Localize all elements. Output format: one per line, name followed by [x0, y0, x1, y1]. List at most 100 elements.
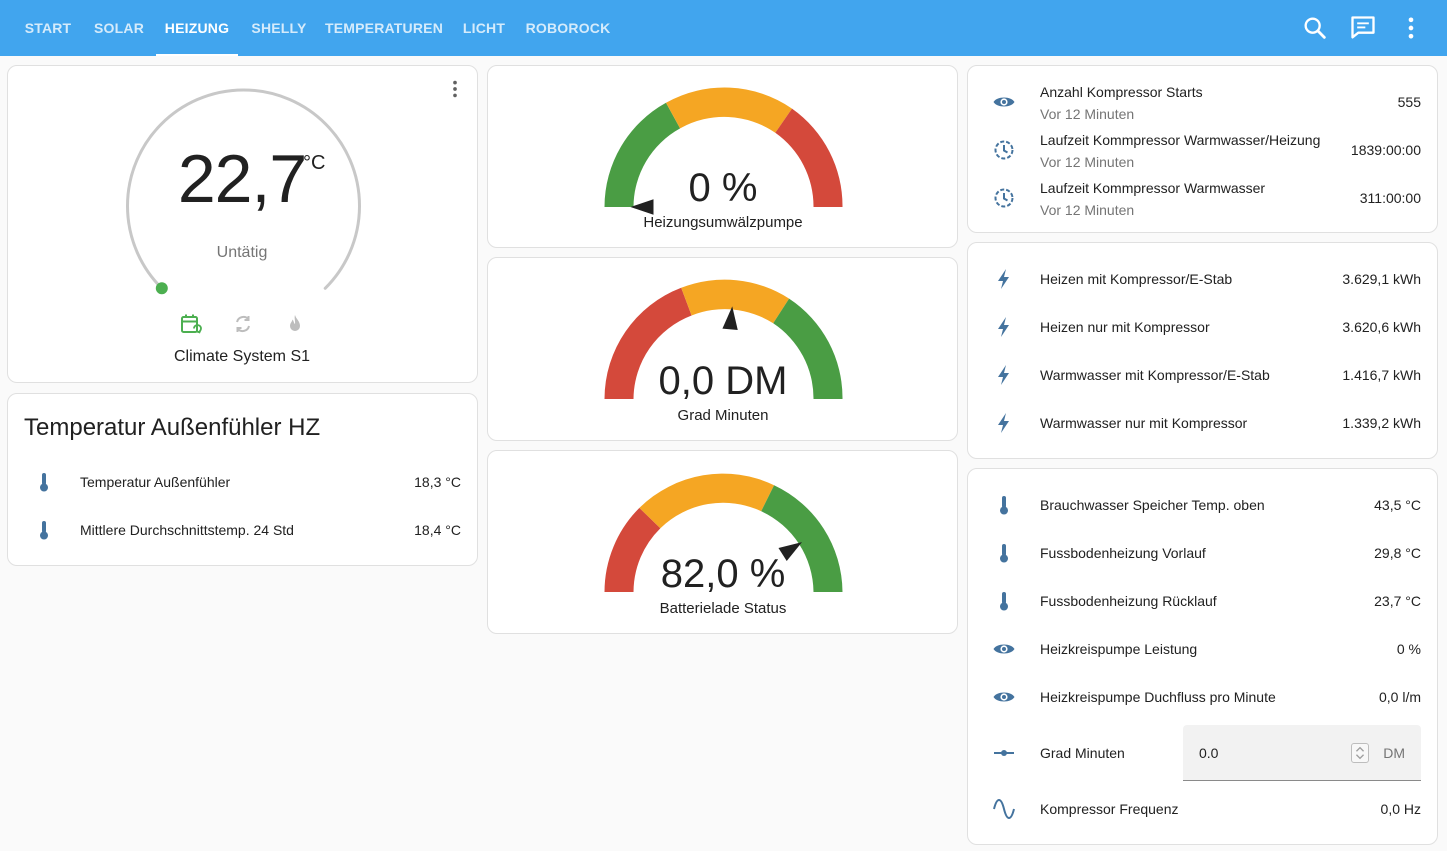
tab-heizung[interactable]: HEIZUNG — [156, 0, 238, 56]
entity-name: Warmwasser mit Kompressor/E-Stab — [1040, 367, 1270, 383]
sync-icon[interactable] — [231, 312, 255, 336]
entity-name: Laufzeit Kommpressor Warmwasser/Heizung — [1040, 132, 1321, 148]
tab-solar[interactable]: SOLAR — [94, 20, 144, 36]
fire-icon[interactable] — [283, 312, 307, 336]
more-vert-icon[interactable] — [1397, 14, 1425, 42]
thermostat-setpoint-handle[interactable] — [155, 282, 168, 295]
entity-value: 18,3 °C — [414, 474, 461, 490]
entity-secondary: Vor 12 Minuten — [1040, 154, 1135, 170]
outdoor-temperature-card: Temperatur Außenfühler HZ Temperatur Auß… — [7, 393, 478, 566]
eye-icon — [993, 97, 1015, 107]
thermometer-icon — [1000, 496, 1008, 515]
thermostat-name: Climate System S1 — [173, 348, 311, 365]
gauge-card-batterielade-status[interactable]: 82,0 % Batterielade Status — [487, 450, 958, 634]
calendar-sync-icon[interactable] — [179, 312, 203, 336]
gauge-needle — [722, 306, 738, 331]
gauge-value: 0,0 DM — [658, 359, 788, 403]
entity-value: 0 % — [1396, 641, 1421, 657]
entity-secondary: Vor 12 Minuten — [1040, 202, 1135, 218]
thermometer-icon — [40, 473, 48, 492]
tab-roborock[interactable]: ROBOROCK — [525, 20, 611, 36]
entity-row[interactable]: Anzahl Kompressor Starts Vor 12 Minuten … — [968, 82, 1437, 122]
card-menu-icon[interactable] — [444, 78, 466, 100]
entity-name: Fussbodenheizung Vorlauf — [1040, 545, 1206, 561]
number-input-value[interactable]: 0.0 — [1199, 745, 1219, 761]
gauge-card-grad-minuten[interactable]: 0,0 DM Grad Minuten — [487, 257, 958, 441]
thermometer-icon — [1000, 544, 1008, 563]
thermostat-dial[interactable] — [8, 66, 479, 384]
entity-value: 0,0 l/m — [1378, 689, 1421, 705]
tab-temperaturen[interactable]: TEMPERATUREN — [324, 20, 444, 36]
entity-value: 43,5 °C — [1374, 497, 1421, 513]
eye-icon — [993, 644, 1015, 654]
card-title: Temperatur Außenfühler HZ — [24, 414, 321, 441]
entity-name: Heizen nur mit Kompressor — [1040, 319, 1210, 335]
entity-value: 1839:00:00 — [1350, 142, 1421, 158]
search-icon[interactable] — [1301, 14, 1329, 42]
entity-row[interactable]: Warmwasser mit Kompressor/E-Stab 1.416,7… — [968, 355, 1437, 395]
gauge-card-heizungsumwaelzpumpe[interactable]: 0 % Heizungsumwälzpumpe — [487, 65, 958, 248]
entity-name: Heizkreispumpe Duchfluss pro Minute — [1040, 689, 1276, 705]
entity-row[interactable]: Warmwasser nur mit Kompressor 1.339,2 kW… — [968, 403, 1437, 443]
system-card: Brauchwasser Speicher Temp. oben 43,5 °C… — [967, 468, 1438, 845]
entity-row[interactable]: Fussbodenheizung Vorlauf 29,8 °C — [968, 533, 1437, 573]
entity-name: Fussbodenheizung Rücklauf — [1040, 593, 1217, 609]
entity-row[interactable]: Mittlere Durchschnittstemp. 24 Std 18,4 … — [8, 510, 477, 550]
entity-value: 3.620,6 kWh — [1342, 319, 1421, 335]
flash-icon — [998, 365, 1009, 385]
number-input-unit: DM — [1383, 745, 1405, 761]
entity-value: 555 — [1397, 94, 1421, 110]
entity-name: Kompressor Frequenz — [1040, 801, 1179, 817]
spinner-arrows-icon[interactable] — [1351, 743, 1369, 763]
entity-row[interactable]: Heizen mit Kompressor/E-Stab 3.629,1 kWh — [968, 259, 1437, 299]
entity-row[interactable]: Heizkreispumpe Duchfluss pro Minute 0,0 … — [968, 677, 1437, 717]
thermostat-unit: °C — [303, 152, 326, 174]
entity-name: Grad Minuten — [1040, 745, 1125, 761]
gauge-dial — [604, 473, 843, 592]
gauge-value: 0 % — [688, 166, 758, 210]
flash-icon — [998, 413, 1009, 433]
tab-start[interactable]: START — [24, 20, 72, 36]
entity-row[interactable]: Brauchwasser Speicher Temp. oben 43,5 °C — [968, 485, 1437, 525]
entity-row[interactable]: Laufzeit Kommpressor Warmwasser/Heizung … — [968, 130, 1437, 170]
eye-icon — [993, 692, 1015, 702]
gauge-label: Grad Minuten — [677, 407, 769, 424]
entity-row[interactable]: Heizen nur mit Kompressor 3.620,6 kWh — [968, 307, 1437, 347]
entity-secondary: Vor 12 Minuten — [1040, 106, 1135, 122]
entity-name: Laufzeit Kommpressor Warmwasser — [1040, 180, 1266, 196]
entity-name: Anzahl Kompressor Starts — [1040, 84, 1203, 100]
entity-value: 0,0 Hz — [1380, 801, 1421, 817]
entity-value: 3.629,1 kWh — [1342, 271, 1421, 287]
entity-row[interactable]: Laufzeit Kommpressor Warmwasser Vor 12 M… — [968, 178, 1437, 218]
top-app-bar: START SOLAR HEIZUNG SHELLY TEMPERATUREN … — [0, 0, 1447, 56]
entity-name: Heizen mit Kompressor/E-Stab — [1040, 271, 1233, 287]
gauge-dial — [604, 87, 843, 215]
clock-outline-icon — [994, 140, 1014, 160]
input-number-row: Grad Minuten — [968, 733, 1437, 773]
tab-shelly[interactable]: SHELLY — [251, 20, 307, 36]
thermostat-state: Untätig — [216, 244, 268, 261]
entity-value: 23,7 °C — [1374, 593, 1421, 609]
ray-vertex-icon — [994, 750, 1014, 756]
entity-value: 18,4 °C — [414, 522, 461, 538]
chat-icon[interactable] — [1349, 14, 1377, 42]
gauge-dial — [604, 279, 843, 399]
compressor-card: Anzahl Kompressor Starts Vor 12 Minuten … — [967, 65, 1438, 233]
entity-row[interactable]: Heizkreispumpe Leistung 0 % — [968, 629, 1437, 669]
entity-row[interactable]: Fussbodenheizung Rücklauf 23,7 °C — [968, 581, 1437, 621]
grad-minuten-number-input[interactable]: 0.0 DM — [1183, 725, 1421, 781]
entity-name: Mittlere Durchschnittstemp. 24 Std — [80, 522, 294, 538]
gauge-needle — [778, 542, 803, 561]
entity-row[interactable]: Kompressor Frequenz 0,0 Hz — [968, 789, 1437, 829]
tab-licht[interactable]: LICHT — [462, 20, 506, 36]
entity-value: 1.339,2 kWh — [1342, 415, 1421, 431]
entity-row[interactable]: Temperatur Außenfühler 18,3 °C — [8, 462, 477, 502]
gauge-label: Batterielade Status — [659, 600, 787, 617]
gauge-needle — [630, 199, 654, 215]
gauge-value: 82,0 % — [660, 552, 786, 596]
thermometer-icon — [1000, 592, 1008, 611]
entity-value: 311:00:00 — [1359, 190, 1421, 206]
entity-value: 1.416,7 kWh — [1342, 367, 1421, 383]
energy-card: Heizen mit Kompressor/E-Stab 3.629,1 kWh… — [967, 242, 1438, 459]
thermometer-icon — [40, 521, 48, 540]
